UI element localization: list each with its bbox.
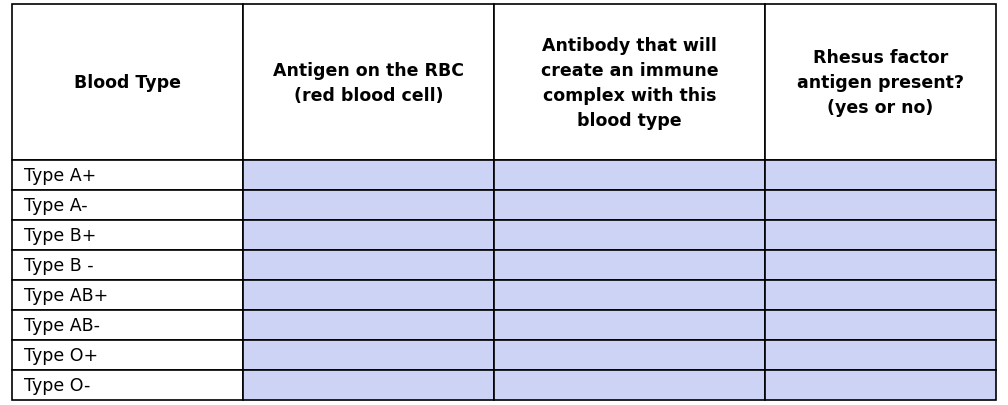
Text: Rhesus factor
antigen present?
(yes or no): Rhesus factor antigen present? (yes or n… bbox=[796, 49, 964, 117]
Bar bbox=[243, 311, 494, 340]
Bar bbox=[12, 311, 243, 340]
Bar bbox=[494, 370, 765, 400]
Bar bbox=[12, 281, 243, 311]
Text: Type AB+: Type AB+ bbox=[24, 286, 109, 305]
Bar bbox=[243, 5, 494, 161]
Bar bbox=[494, 221, 765, 251]
Text: Type A+: Type A+ bbox=[24, 167, 97, 185]
Bar bbox=[765, 191, 996, 221]
Bar bbox=[765, 5, 996, 161]
Bar bbox=[494, 161, 765, 191]
Bar bbox=[243, 161, 494, 191]
Text: Type O-: Type O- bbox=[24, 376, 91, 394]
Bar bbox=[12, 221, 243, 251]
Bar bbox=[12, 251, 243, 281]
Bar bbox=[12, 370, 243, 400]
Bar bbox=[243, 340, 494, 370]
Bar bbox=[765, 221, 996, 251]
Text: Type AB-: Type AB- bbox=[24, 316, 100, 335]
Bar bbox=[243, 251, 494, 281]
Text: Type B+: Type B+ bbox=[24, 227, 97, 245]
Bar bbox=[765, 340, 996, 370]
Bar bbox=[243, 370, 494, 400]
Bar bbox=[12, 161, 243, 191]
Bar bbox=[494, 5, 765, 161]
Text: Antigen on the RBC
(red blood cell): Antigen on the RBC (red blood cell) bbox=[273, 62, 465, 104]
Bar bbox=[765, 311, 996, 340]
Bar bbox=[494, 251, 765, 281]
Bar bbox=[765, 370, 996, 400]
Bar bbox=[12, 5, 243, 161]
Text: Type B -: Type B - bbox=[24, 257, 94, 275]
Text: Blood Type: Blood Type bbox=[75, 74, 181, 92]
Bar bbox=[12, 340, 243, 370]
Bar bbox=[494, 340, 765, 370]
Bar bbox=[765, 161, 996, 191]
Text: Type A-: Type A- bbox=[24, 197, 88, 215]
Bar bbox=[243, 221, 494, 251]
Bar bbox=[12, 191, 243, 221]
Bar bbox=[765, 251, 996, 281]
Bar bbox=[243, 191, 494, 221]
Text: Antibody that will
create an immune
complex with this
blood type: Antibody that will create an immune comp… bbox=[540, 36, 719, 129]
Bar bbox=[765, 281, 996, 311]
Bar bbox=[494, 281, 765, 311]
Text: Type O+: Type O+ bbox=[24, 346, 99, 364]
Bar bbox=[494, 191, 765, 221]
Bar bbox=[243, 281, 494, 311]
Bar bbox=[494, 311, 765, 340]
